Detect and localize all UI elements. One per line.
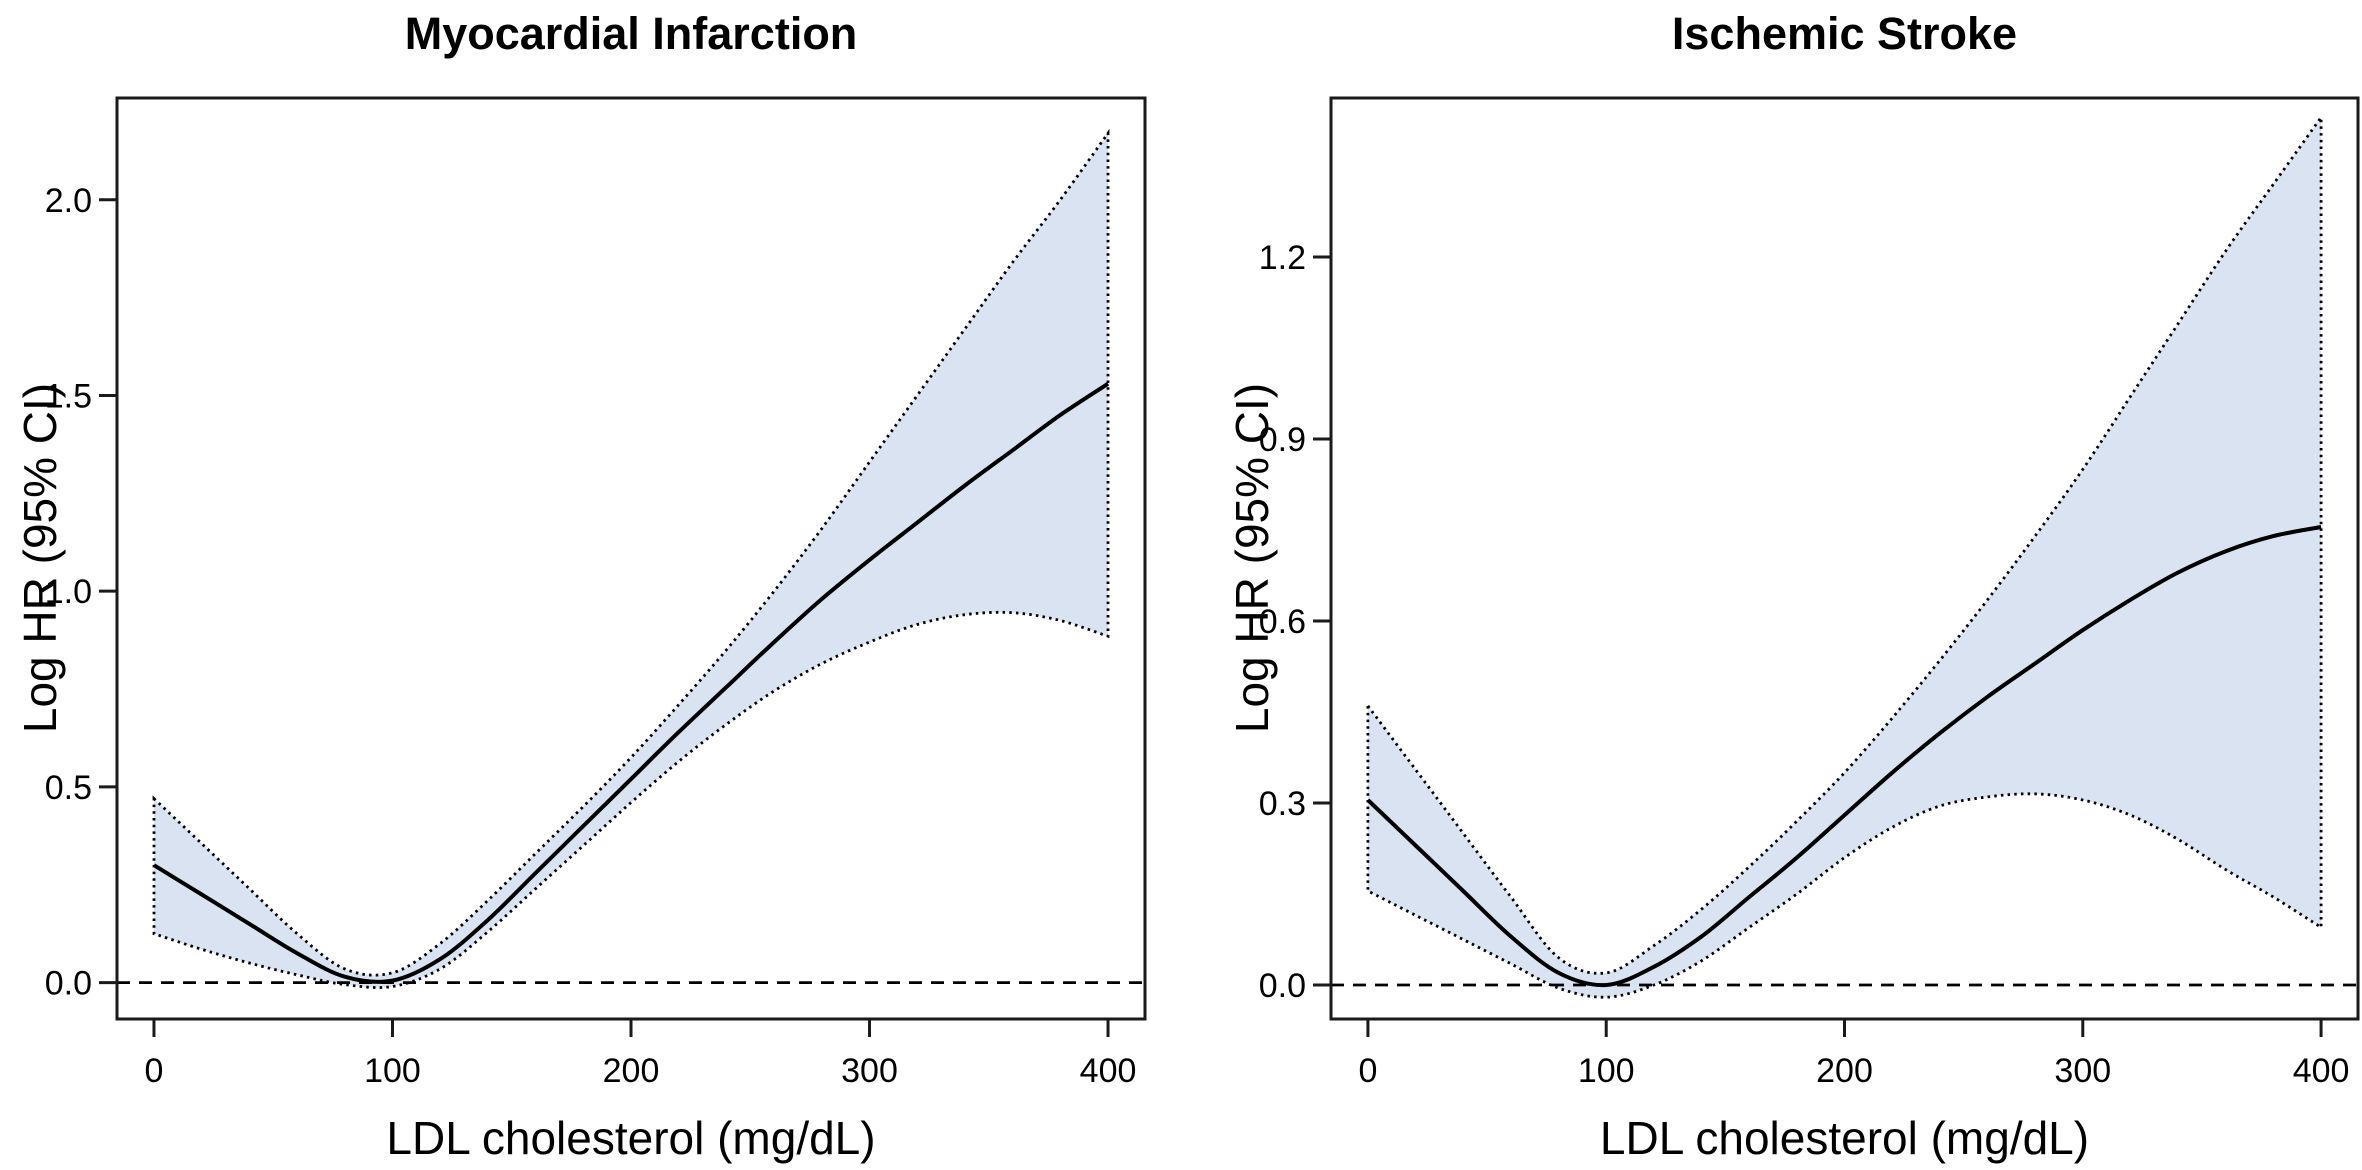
x-tick-label-myocardial-infarction-300: 300 [841, 1052, 898, 1090]
y-tick-label-ischemic-stroke-0.3: 0.3 [1259, 785, 1306, 823]
panel-title-myocardial-infarction: Myocardial Infarction [404, 8, 858, 59]
y-tick-label-myocardial-infarction-2.0: 2.0 [45, 182, 92, 220]
confidence-band-outline-myocardial-infarction [152, 128, 1110, 989]
x-tick-label-ischemic-stroke-200: 200 [1816, 1052, 1873, 1090]
x-tick-label-ischemic-stroke-400: 400 [2293, 1052, 2350, 1090]
y-tick-label-ischemic-stroke-0.0: 0.0 [1259, 967, 1306, 1005]
log-hr-curve-myocardial-infarction [152, 382, 1110, 984]
x-axis-label-left: LDL cholesterol (mg/dL) [386, 1112, 876, 1164]
x-tick-label-ischemic-stroke-0: 0 [1358, 1052, 1377, 1090]
confidence-band-outline-ischemic-stroke [1366, 113, 2323, 999]
y-tick-label-myocardial-infarction-0.0: 0.0 [45, 965, 92, 1003]
x-tick-label-myocardial-infarction-0: 0 [145, 1052, 164, 1090]
x-tick-label-myocardial-infarction-400: 400 [1080, 1052, 1137, 1090]
y-tick-label-myocardial-infarction-0.5: 0.5 [45, 769, 92, 807]
y-tick-label-myocardial-infarction-1.5: 1.5 [45, 377, 92, 415]
confidence-band-ischemic-stroke [1367, 117, 2322, 998]
x-tick-label-ischemic-stroke-100: 100 [1578, 1052, 1635, 1090]
log-hr-curve-ischemic-stroke [1366, 525, 2322, 988]
x-tick-label-myocardial-infarction-200: 200 [603, 1052, 660, 1090]
x-axis-label-right: LDL cholesterol (mg/dL) [1599, 1112, 2090, 1164]
y-tick-label-ischemic-stroke-1.2: 1.2 [1259, 239, 1306, 277]
panel-title-ischemic-stroke: Ischemic Stroke [1671, 8, 2018, 59]
y-tick-label-myocardial-infarction-1.0: 1.0 [45, 573, 92, 611]
x-tick-label-ischemic-stroke-300: 300 [2054, 1052, 2111, 1090]
x-tick-label-myocardial-infarction-100: 100 [364, 1052, 421, 1090]
y-tick-label-ischemic-stroke-0.9: 0.9 [1259, 421, 1306, 459]
confidence-band-myocardial-infarction [154, 133, 1108, 988]
y-tick-label-ischemic-stroke-0.6: 0.6 [1259, 603, 1306, 641]
